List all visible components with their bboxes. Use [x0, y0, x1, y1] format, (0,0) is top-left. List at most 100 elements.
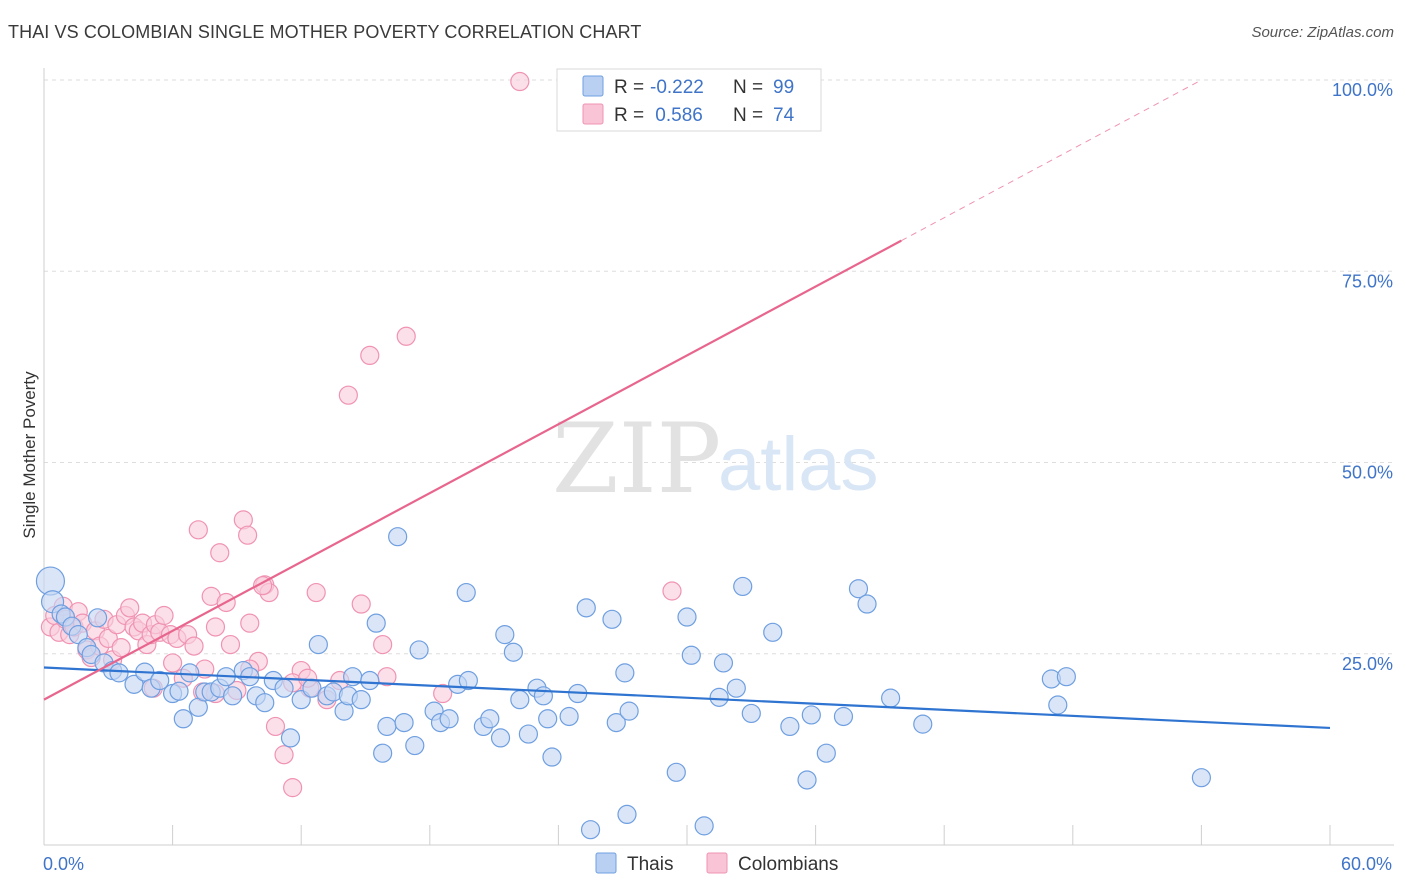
thai-point-62 — [518, 724, 538, 744]
bottom-legend-swatch-colombians — [706, 852, 728, 874]
bottom-legend-colombians: Colombians — [738, 854, 838, 875]
y-tick-label-100: 100.0% — [1332, 80, 1393, 100]
watermark-zip: ZIP — [552, 403, 721, 515]
bottom-legend: Thais Colombians — [595, 852, 838, 875]
thai-point-60 — [503, 642, 523, 662]
thai-point-61 — [510, 690, 530, 710]
thai-point-98 — [801, 705, 821, 725]
thai-point-8 — [87, 608, 108, 628]
thai-point-43 — [366, 613, 386, 633]
thai-point-17 — [169, 681, 189, 701]
thai-point-91 — [857, 594, 877, 614]
thai-point-73 — [615, 663, 635, 683]
trendlines — [43, 79, 1331, 730]
colombian-point-59 — [373, 634, 393, 655]
thai-point-72 — [606, 712, 626, 733]
thai-point-19 — [180, 663, 200, 683]
thai-point-47 — [394, 712, 414, 733]
colombian-point-60 — [396, 326, 416, 346]
thai-point-85 — [763, 622, 783, 642]
thai-point-88 — [816, 743, 836, 763]
colombian-point-58 — [360, 345, 380, 365]
thai-point-49 — [405, 735, 425, 756]
thai-point-41 — [351, 690, 371, 710]
thai-point-69 — [576, 598, 596, 618]
watermark-atlas: atlas — [718, 422, 879, 507]
colombian-point-29 — [163, 653, 183, 673]
thai-point-59 — [495, 625, 515, 645]
thai-point-46 — [388, 527, 408, 547]
colombian-point-33 — [184, 636, 204, 656]
thai-point-31 — [274, 678, 294, 698]
thai-point-32 — [280, 728, 301, 748]
colombian-point-34 — [188, 520, 208, 540]
colombian-point-43 — [238, 525, 258, 545]
colombian-point-61 — [433, 683, 453, 704]
thai-point-77 — [677, 607, 697, 627]
thai-point-86 — [780, 716, 800, 737]
colombian-point-48 — [265, 716, 286, 737]
thai-point-82 — [726, 678, 746, 698]
thai-point-48 — [409, 640, 429, 660]
thai-point-29 — [255, 693, 275, 713]
legend-n-value-thais: 99 — [773, 77, 794, 98]
y-axis-label: Single Mother Poverty — [20, 371, 39, 539]
thai-point-18 — [173, 709, 193, 729]
thai-point-78 — [681, 645, 701, 665]
colombian-point-56 — [338, 385, 358, 405]
series-thais — [35, 527, 1212, 840]
thai-point-76 — [666, 762, 686, 782]
bottom-legend-swatch-thais — [595, 852, 617, 874]
legend-swatch-thais — [582, 75, 604, 97]
trendline-colombians-extension — [901, 79, 1202, 242]
y-tick-label-75: 75.0% — [1342, 271, 1393, 291]
thai-point-58 — [490, 728, 511, 748]
legend-swatch-colombians — [582, 103, 604, 125]
colombian-point-19 — [120, 598, 140, 618]
correlation-legend: R = -0.222 N = 99 R = 0.586 N = 74 — [556, 68, 822, 132]
y-tick-label-25: 25.0% — [1342, 654, 1393, 674]
thai-point-95 — [1056, 667, 1076, 687]
legend-r-label-thais: R = — [614, 77, 644, 98]
thai-point-81 — [713, 653, 734, 673]
colombian-point-37 — [205, 617, 226, 637]
thai-point-65 — [538, 709, 558, 729]
thai-point-87 — [797, 770, 817, 790]
chart-title: THAI VS COLOMBIAN SINGLE MOTHER POVERTY … — [8, 22, 642, 42]
legend-r-value-thais: -0.222 — [650, 77, 704, 98]
thai-point-80 — [709, 687, 729, 707]
thai-point-90 — [848, 579, 869, 599]
thai-point-71 — [602, 609, 622, 629]
thai-point-67 — [559, 706, 579, 727]
thai-point-96 — [1048, 695, 1068, 715]
thai-point-15 — [150, 670, 170, 691]
thai-point-83 — [733, 576, 753, 597]
legend-n-label-thais: N = — [733, 77, 763, 98]
colombian-point-27 — [154, 605, 174, 626]
thai-point-84 — [741, 703, 761, 724]
trendline-thais — [43, 666, 1331, 730]
bottom-legend-thais: Thais — [627, 854, 673, 875]
colombian-point-40 — [220, 634, 241, 655]
colombian-point-50 — [283, 778, 303, 798]
colombian-point-62 — [510, 71, 530, 92]
thai-point-64 — [533, 686, 553, 706]
colombian-point-49 — [274, 745, 294, 765]
x-tick-label-min: 0.0% — [43, 854, 84, 874]
legend-n-value-colombians: 74 — [773, 105, 795, 126]
thai-point-11 — [109, 663, 129, 683]
colombian-point-53 — [306, 582, 326, 603]
source-label: Source: ZipAtlas.com — [1251, 24, 1394, 41]
watermark: ZIP atlas — [552, 403, 879, 515]
thai-point-74 — [619, 701, 639, 721]
y-tick-label-50: 50.0% — [1342, 463, 1393, 483]
colombian-point-17 — [111, 638, 131, 658]
thai-point-92 — [881, 688, 901, 708]
thai-point-52 — [439, 709, 459, 729]
legend-n-label-colombians: N = — [733, 105, 763, 126]
axes — [43, 68, 1394, 846]
thai-point-57 — [480, 709, 500, 729]
colombian-point-44 — [240, 613, 260, 633]
thai-point-75 — [617, 804, 637, 825]
